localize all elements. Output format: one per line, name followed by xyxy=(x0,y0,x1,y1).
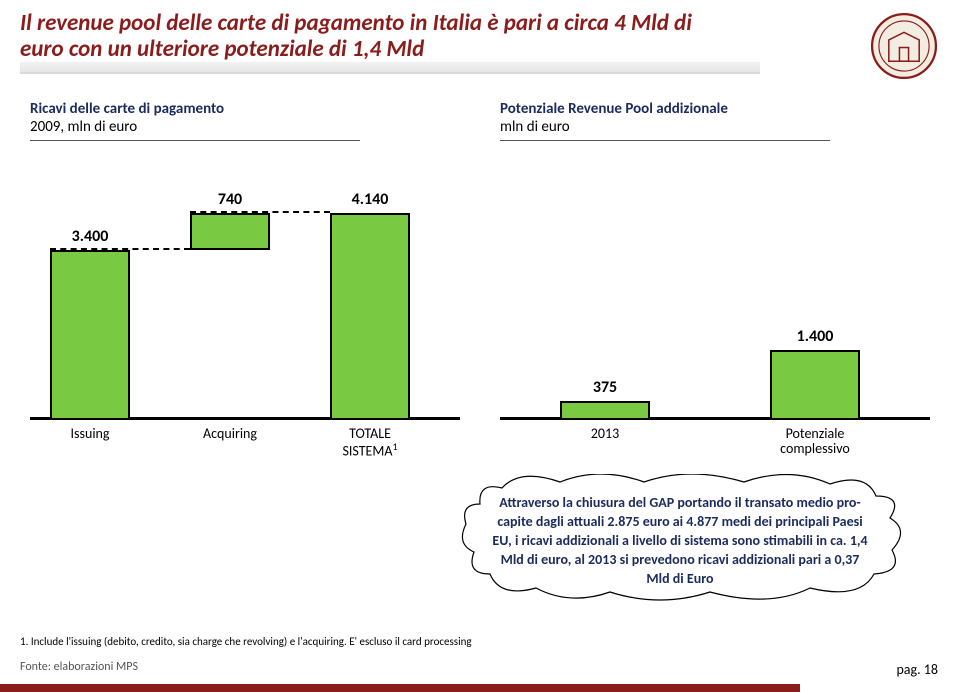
footer-accent-bar xyxy=(0,684,800,692)
page-num-value: 18 xyxy=(924,661,938,678)
chart1-header: Ricavi delle carte di pagamento 2009, ml… xyxy=(30,100,360,136)
revenue-waterfall-chart: 3.400 740 4.140 Issuing Acquiring TOTALESISTE… xyxy=(30,160,460,470)
connector xyxy=(50,248,190,250)
bar-category: Acquiring xyxy=(170,426,290,441)
connector xyxy=(190,211,330,213)
bar-totale xyxy=(330,213,410,420)
chart2-header-sub: mln di euro xyxy=(500,118,830,136)
page-label: pag. xyxy=(896,661,920,678)
page-number: pag. 18 xyxy=(896,661,938,678)
potential-pool-chart: 375 2013 1.400 Potenzialecomplessivo xyxy=(500,160,930,470)
bar-value: 1.400 xyxy=(760,327,870,346)
bar-2013 xyxy=(560,401,650,420)
footnote: 1. Include l'issuing (debito, credito, s… xyxy=(20,635,472,648)
bar-value: 375 xyxy=(550,378,660,397)
bar-category: Issuing xyxy=(30,426,150,441)
bar-category: Potenzialecomplessivo xyxy=(745,426,885,457)
chart2-header-bold: Potenziale Revenue Pool addizionale xyxy=(500,100,728,118)
bar-category: 2013 xyxy=(535,426,675,441)
page-title: Il revenue pool delle carte di pagamento… xyxy=(20,10,740,63)
bar-potenziale xyxy=(770,350,860,420)
bar-category: TOTALESISTEMA1 xyxy=(310,426,430,459)
divider xyxy=(500,140,830,141)
chart1-header-bold: Ricavi delle carte di pagamento xyxy=(30,100,224,118)
bar-issuing xyxy=(50,250,130,420)
bar-value: 740 xyxy=(180,190,280,209)
chart1-header-sub: 2009, mln di euro xyxy=(30,118,360,136)
mps-seal-logo xyxy=(866,8,942,84)
source-label: Fonte: elaborazioni MPS xyxy=(20,660,138,674)
bar-value: 4.140 xyxy=(320,190,420,209)
callout-text: Attraverso la chiusura del GAP portando … xyxy=(470,480,890,602)
divider xyxy=(30,140,360,141)
bar-value: 3.400 xyxy=(40,227,140,246)
bar-acquiring xyxy=(190,213,270,250)
chart2-header: Potenziale Revenue Pool addizionale mln … xyxy=(500,100,830,136)
